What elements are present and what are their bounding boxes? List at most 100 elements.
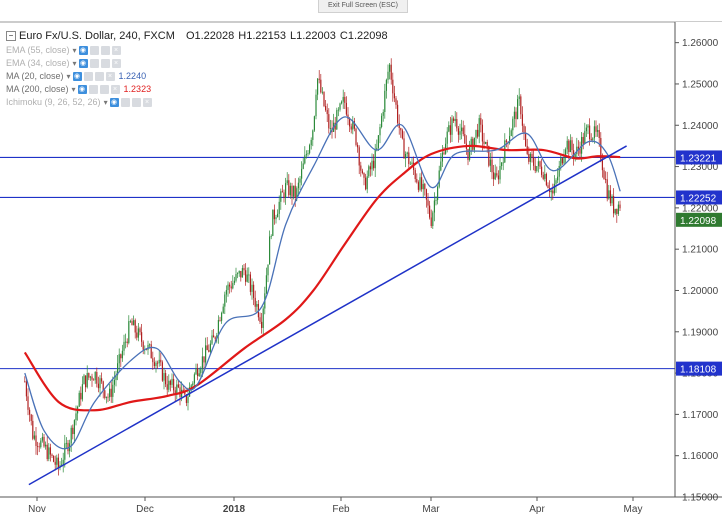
- candle-body: [35, 435, 37, 446]
- candle-body: [525, 132, 527, 146]
- eye-icon[interactable]: ◉: [77, 85, 87, 95]
- trendline: [28, 145, 627, 486]
- eye-icon[interactable]: ◉: [78, 59, 88, 69]
- settings-icon[interactable]: [99, 85, 109, 95]
- close-icon[interactable]: ×: [110, 85, 120, 95]
- candle-body: [253, 284, 255, 298]
- x-tick-label: Feb: [332, 504, 350, 515]
- dropdown-caret-icon[interactable]: ▾: [66, 72, 71, 81]
- level-price-label: 1.23221: [680, 153, 717, 164]
- candle-body: [520, 96, 522, 115]
- collapse-icon[interactable]: −: [6, 31, 16, 42]
- gear-icon[interactable]: [83, 72, 93, 82]
- candle-body: [86, 373, 88, 388]
- gear-icon[interactable]: [120, 98, 130, 108]
- candle-body: [544, 173, 546, 179]
- candle-body: [448, 125, 450, 132]
- candle-body: [109, 388, 111, 398]
- candle-body: [37, 445, 39, 447]
- y-tick-label: 1.20000: [682, 286, 719, 297]
- candle-body: [533, 157, 535, 166]
- candle-body: [78, 392, 80, 407]
- gear-icon[interactable]: [89, 59, 99, 69]
- candle-body: [27, 396, 29, 410]
- close-icon[interactable]: ×: [142, 98, 152, 108]
- dropdown-caret-icon[interactable]: ▾: [103, 98, 108, 107]
- candle-body: [585, 127, 588, 132]
- candle-body: [339, 103, 341, 110]
- study-row[interactable]: Ichimoku (9, 26, 52, 26) ▾ ◉ ×: [6, 96, 392, 109]
- study-row[interactable]: EMA (34, close) ▾ ◉ ×: [6, 57, 392, 70]
- level-price-tag: [676, 150, 722, 165]
- eye-icon[interactable]: ◉: [109, 98, 119, 108]
- candle-body: [129, 321, 132, 322]
- candle-body: [62, 459, 64, 465]
- candle-body: [345, 102, 348, 115]
- symbol-label: Euro Fx/U.S. Dollar, 240, FXCM: [19, 30, 175, 42]
- eye-icon[interactable]: ◉: [72, 72, 82, 82]
- candle-body: [203, 356, 205, 363]
- candle-body: [600, 137, 602, 160]
- eye-icon[interactable]: ◉: [78, 46, 88, 56]
- candle-body: [536, 166, 538, 171]
- candle-body: [608, 190, 610, 199]
- candle-body: [297, 182, 300, 189]
- candle-body: [200, 369, 202, 374]
- exit-fullscreen-button[interactable]: Exit Full Screen (ESC): [318, 0, 408, 13]
- candle-body: [563, 157, 565, 164]
- candle-body: [587, 125, 589, 128]
- study-row[interactable]: EMA (55, close) ▾ ◉ ×: [6, 44, 392, 57]
- ma20-line: [24, 116, 621, 450]
- candle-body: [360, 165, 362, 171]
- candle-body: [422, 183, 424, 190]
- candle-body: [365, 177, 367, 190]
- candle-body: [312, 130, 314, 140]
- candle-body: [313, 116, 316, 131]
- candle-body: [182, 389, 184, 392]
- candle-body: [254, 297, 256, 307]
- candle-body: [371, 160, 373, 170]
- candle-body: [267, 264, 269, 276]
- dropdown-caret-icon[interactable]: ▾: [72, 59, 77, 68]
- candle-body: [609, 190, 612, 204]
- candle-body: [350, 126, 352, 130]
- candle-body: [456, 119, 458, 129]
- close-icon[interactable]: ×: [111, 59, 121, 69]
- gear-icon[interactable]: [89, 46, 99, 56]
- settings-icon[interactable]: [100, 46, 110, 56]
- ma200-series: [23, 144, 621, 412]
- candle-body: [193, 374, 196, 384]
- x-tick-label: Mar: [422, 504, 440, 515]
- settings-icon[interactable]: [94, 72, 104, 82]
- candle-body: [280, 191, 282, 202]
- candle-body: [155, 362, 157, 367]
- candle-body: [397, 104, 399, 123]
- open-value: O1.22028: [185, 30, 235, 42]
- study-row[interactable]: MA (200, close) ▾ ◉ × 1.2323: [6, 83, 392, 96]
- candle-body: [275, 217, 277, 220]
- settings-icon[interactable]: [100, 59, 110, 69]
- candle-body: [24, 381, 26, 383]
- last-price-tag: [676, 212, 722, 227]
- dropdown-caret-icon[interactable]: ▾: [72, 46, 77, 55]
- candle-body: [216, 335, 218, 339]
- candle-body: [190, 385, 192, 388]
- candle-body: [368, 166, 370, 177]
- candle-body: [406, 152, 408, 155]
- candle-body: [393, 93, 396, 99]
- study-name: MA (20, close): [6, 71, 64, 81]
- candle-body: [416, 179, 418, 183]
- dropdown-caret-icon[interactable]: ▾: [71, 85, 76, 94]
- candle-body: [601, 159, 604, 171]
- candle-body: [547, 185, 549, 188]
- candle-body: [160, 359, 162, 363]
- close-icon[interactable]: ×: [111, 46, 121, 56]
- study-row[interactable]: MA (20, close) ▾ ◉ × 1.2240: [6, 70, 392, 83]
- settings-icon[interactable]: [131, 98, 141, 108]
- candle-body: [248, 274, 250, 276]
- candle-body: [584, 131, 586, 144]
- gear-icon[interactable]: [88, 85, 98, 95]
- candle-body: [227, 284, 229, 291]
- close-icon[interactable]: ×: [105, 72, 115, 82]
- trendline-series: [28, 145, 627, 486]
